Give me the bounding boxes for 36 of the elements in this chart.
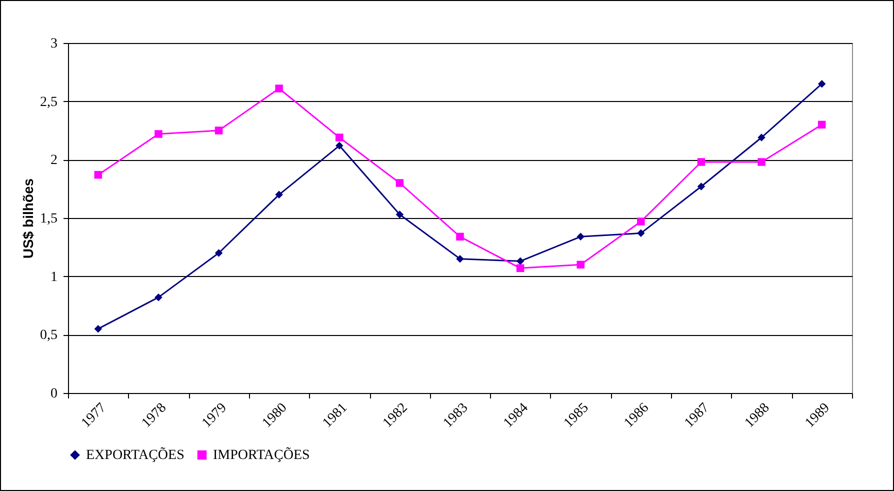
point xyxy=(697,158,706,166)
point xyxy=(576,260,584,269)
point xyxy=(275,190,283,199)
point xyxy=(818,120,826,129)
y-tick-label: 2 xyxy=(50,153,58,168)
point xyxy=(576,232,584,241)
point xyxy=(214,249,223,257)
point xyxy=(154,130,162,138)
point xyxy=(697,182,706,190)
point xyxy=(154,293,162,302)
point xyxy=(516,257,524,266)
point xyxy=(758,158,766,166)
point xyxy=(396,210,404,218)
point xyxy=(456,232,464,241)
point xyxy=(516,264,524,272)
point xyxy=(396,179,404,187)
y-tick-label: 3 xyxy=(50,36,58,52)
point xyxy=(758,134,766,142)
point xyxy=(94,324,102,333)
point xyxy=(818,80,826,88)
y-tick-label: 1 xyxy=(50,270,58,285)
y-axis-title: US$ bilhões xyxy=(20,178,36,259)
y-tick-label: 0 xyxy=(50,386,58,402)
y-tick-label: 0,5 xyxy=(40,328,58,344)
point xyxy=(637,218,645,226)
point xyxy=(637,229,645,238)
point xyxy=(94,170,102,179)
point xyxy=(336,134,344,142)
y-tick-label: 1,5 xyxy=(40,212,58,226)
legend-label: EXPORTAÇÕES xyxy=(86,447,184,463)
y-tick-label: 2,5 xyxy=(40,94,58,110)
point xyxy=(336,142,344,150)
point xyxy=(214,126,223,134)
point xyxy=(275,84,283,92)
point xyxy=(456,254,464,263)
legend-label: IMPORTAÇÕES xyxy=(213,447,310,463)
